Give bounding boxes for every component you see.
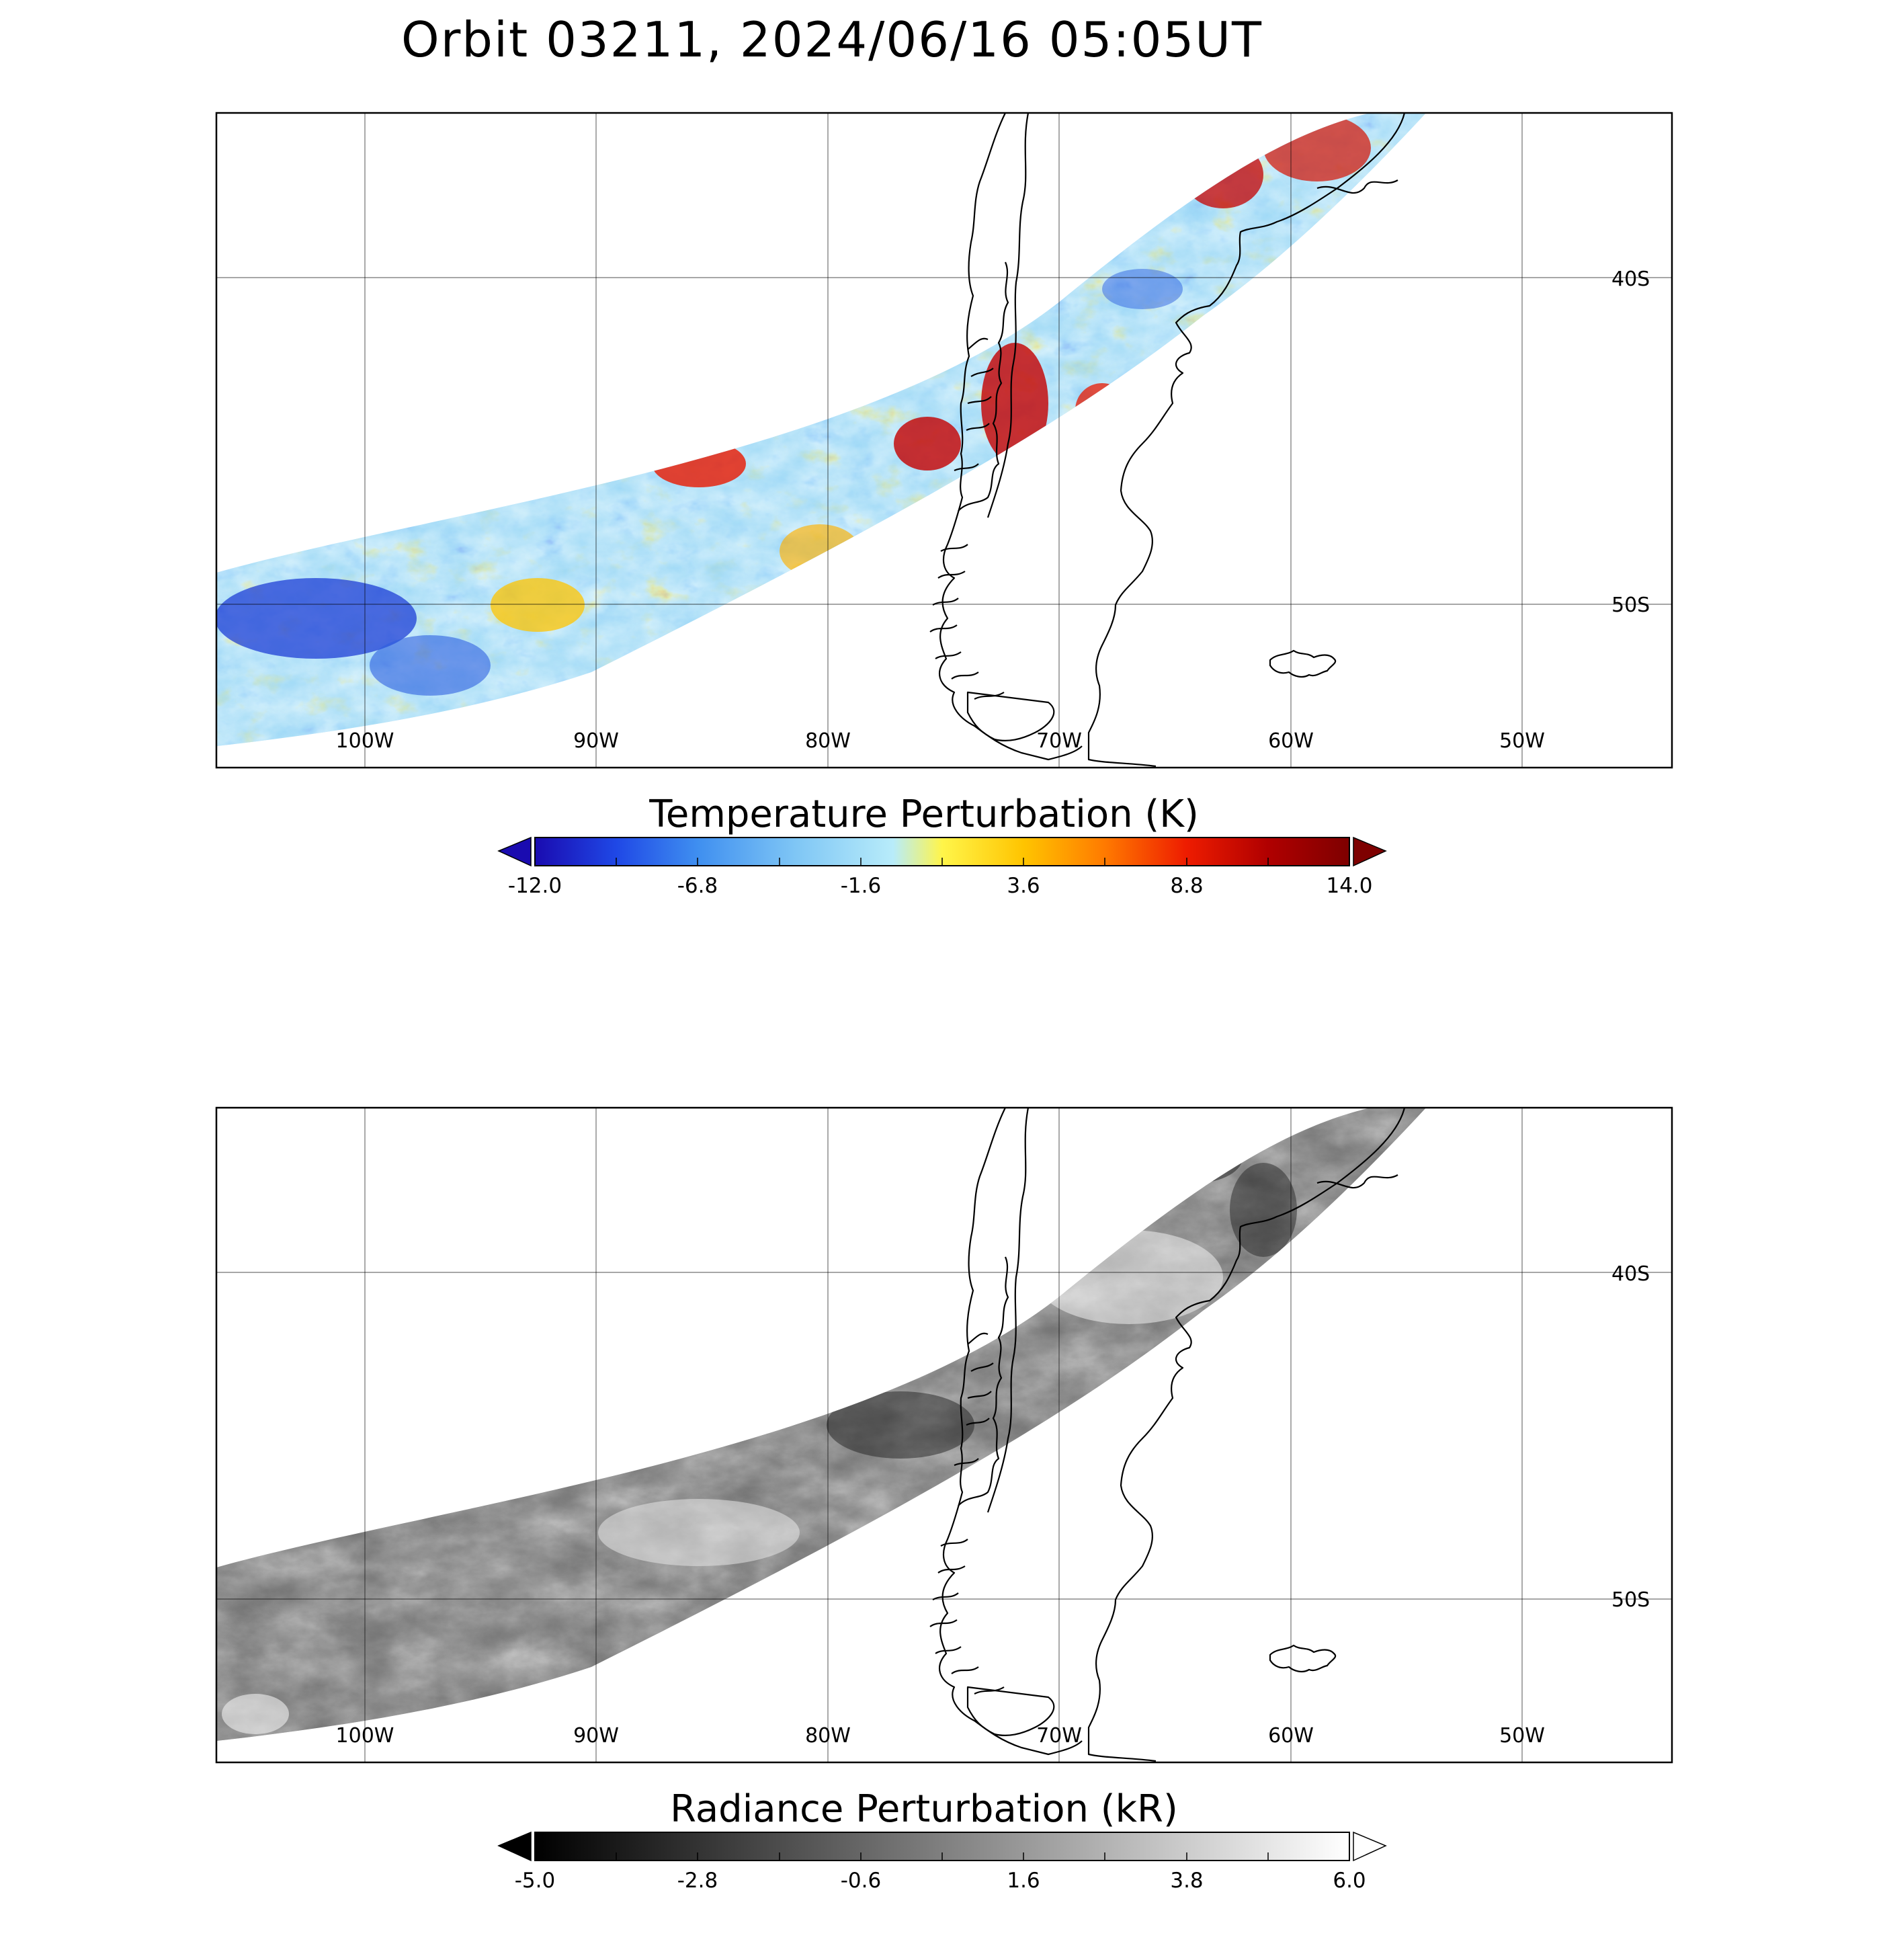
colorbar-max-arrow — [1353, 836, 1387, 867]
longitude-labels: 100W 90W 80W 70W 60W 50W — [336, 1724, 1545, 1748]
colorbar-tick: -6.8 — [677, 874, 718, 898]
lon-label: 60W — [1268, 729, 1314, 753]
lat-label: 40S — [1611, 268, 1650, 291]
colorbar-tick: -5.0 — [515, 1869, 556, 1893]
colorbar-title: Temperature Perturbation (K) — [648, 792, 1199, 836]
colorbar-tick: -2.8 — [677, 1869, 718, 1893]
lon-label: 100W — [336, 1724, 394, 1748]
lon-label: 80W — [805, 1724, 851, 1748]
colorbar-tick: 14.0 — [1326, 874, 1372, 898]
lat-label: 40S — [1611, 1262, 1650, 1286]
lon-label: 90W — [573, 729, 619, 753]
lat-label: 50S — [1611, 1588, 1650, 1612]
lon-label: 100W — [336, 729, 394, 753]
lon-label: 50W — [1499, 1724, 1545, 1748]
colorbar-tick: 1.6 — [1007, 1869, 1040, 1893]
colorbar-tick: 3.6 — [1007, 874, 1040, 898]
colorbar-tick: -12.0 — [508, 874, 562, 898]
radiance-map-panel: 100W 90W 80W 70W 60W 50W 40S 50S — [215, 1106, 1673, 1764]
lon-label: 70W — [1036, 729, 1082, 753]
colorbar-tick: -0.6 — [841, 1869, 882, 1893]
lon-label: 60W — [1268, 1724, 1314, 1748]
temperature-map-panel: 100W 90W 80W 70W 60W 50W 40S 50S — [215, 112, 1673, 769]
colorbar-min-arrow — [497, 836, 532, 867]
temperature-colorbar: Temperature Perturbation (K) -12.0 -6.8 … — [497, 792, 1387, 898]
lon-label: 50W — [1499, 729, 1545, 753]
colorbar-tick: 8.8 — [1170, 874, 1203, 898]
colorbar-min-arrow — [497, 1831, 532, 1862]
lat-label: 50S — [1611, 594, 1650, 617]
radiance-colorbar: Radiance Perturbation (kR) -5.0 -2.8 -0.… — [497, 1787, 1387, 1893]
lon-label: 90W — [573, 1724, 619, 1748]
figure-title: Orbit 03211, 2024/06/16 05:05UT — [401, 11, 1263, 68]
colorbar-tick: 3.8 — [1170, 1869, 1203, 1893]
colorbar-tick: -1.6 — [841, 874, 882, 898]
lon-label: 80W — [805, 729, 851, 753]
latitude-labels: 40S 50S — [1611, 268, 1650, 617]
colorbar-title: Radiance Perturbation (kR) — [670, 1787, 1178, 1831]
lon-label: 70W — [1036, 1724, 1082, 1748]
colorbar-max-arrow — [1353, 1831, 1387, 1862]
latitude-labels: 40S 50S — [1611, 1262, 1650, 1612]
longitude-labels: 100W 90W 80W 70W 60W 50W — [336, 729, 1545, 753]
colorbar-tick: 6.0 — [1333, 1869, 1366, 1893]
